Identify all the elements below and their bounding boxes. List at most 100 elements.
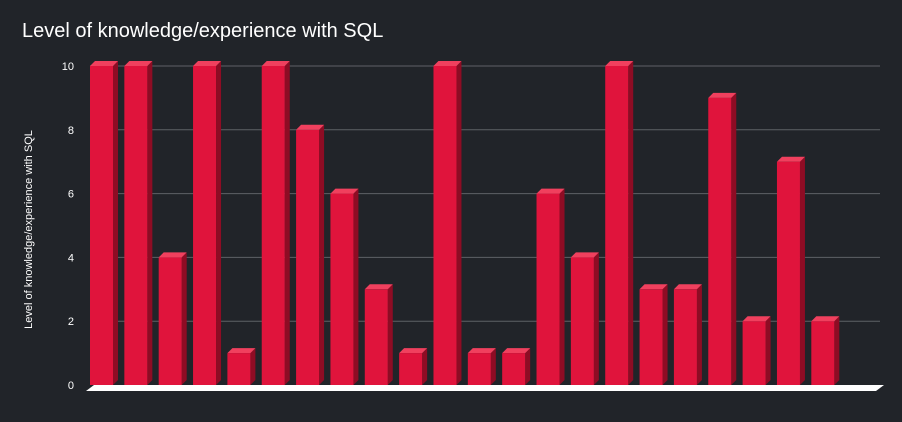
bar-side	[147, 61, 153, 385]
bar-side	[181, 252, 187, 385]
bar-top	[605, 61, 634, 66]
bar-front	[742, 321, 766, 385]
floor-plane	[86, 385, 884, 391]
bar-top	[296, 124, 325, 130]
bar-side	[319, 124, 325, 386]
bar-side	[353, 188, 359, 385]
bar-top	[536, 188, 565, 194]
bar-top	[90, 61, 118, 66]
bar-front	[467, 353, 491, 385]
bars	[90, 61, 840, 386]
bar-top	[708, 92, 737, 98]
bar-front	[399, 353, 423, 385]
bar-top	[570, 252, 599, 258]
bar-top	[811, 316, 840, 322]
bar-side	[696, 284, 702, 385]
bar-front	[227, 353, 251, 385]
bar-side	[490, 348, 496, 385]
bar	[776, 156, 805, 385]
bar-side	[113, 61, 118, 385]
bar	[330, 188, 359, 385]
bar-top	[776, 156, 805, 162]
bar-front	[639, 289, 663, 385]
bar	[90, 61, 118, 385]
bar-side	[559, 188, 565, 385]
bar-top	[467, 348, 496, 354]
bar	[467, 348, 496, 385]
bar-front	[536, 193, 560, 385]
bar-side	[593, 252, 599, 385]
bar	[605, 61, 634, 385]
bar	[708, 92, 737, 386]
bar-top	[124, 61, 153, 66]
bar-top	[193, 61, 222, 66]
bar-side	[250, 348, 256, 385]
bar-top	[639, 284, 668, 290]
bar-top	[261, 61, 290, 66]
bar-front	[433, 66, 457, 385]
bar-front	[605, 66, 629, 385]
bar	[639, 284, 668, 385]
chart-floor	[86, 385, 884, 391]
bar	[536, 188, 565, 385]
bar-front	[261, 66, 285, 385]
y-tick-label: 8	[68, 125, 74, 137]
y-tick-label: 0	[68, 380, 74, 392]
bar	[158, 252, 187, 385]
y-axis-ticks: 0 2 4 6 8 10	[62, 61, 74, 392]
bar-top	[158, 252, 187, 258]
bar-side	[525, 348, 531, 385]
bar-side	[799, 156, 805, 385]
bar-front	[811, 321, 835, 385]
y-tick-label: 10	[62, 61, 74, 73]
bar-top	[502, 348, 531, 354]
bar-top	[673, 284, 702, 290]
bar-top	[742, 316, 771, 322]
bar-top	[399, 348, 428, 354]
bar-side	[731, 92, 737, 386]
bar-top	[433, 61, 462, 66]
y-tick-label: 6	[68, 189, 74, 201]
bar	[399, 348, 428, 385]
bar-front	[708, 97, 732, 386]
bar-side	[628, 61, 634, 385]
bar-top	[330, 188, 359, 194]
bar-top	[227, 348, 256, 354]
bar-side	[422, 348, 428, 385]
bar-front	[158, 257, 182, 385]
bar-side	[216, 61, 222, 385]
bar-side	[834, 316, 840, 385]
bar-front	[364, 289, 388, 385]
bar	[227, 348, 256, 385]
bar-front	[776, 161, 800, 385]
bar-front	[502, 353, 526, 385]
bar	[433, 61, 462, 385]
bar	[742, 316, 771, 385]
bar	[673, 284, 702, 385]
bar	[261, 61, 290, 385]
bar-front	[193, 66, 217, 385]
bar-side	[284, 61, 290, 385]
bar	[570, 252, 599, 385]
y-tick-label: 2	[68, 316, 74, 328]
bar	[502, 348, 531, 385]
bar-side	[456, 61, 462, 385]
bar-side	[387, 284, 393, 385]
y-tick-label: 4	[68, 252, 74, 264]
bar-front	[673, 289, 697, 385]
bar	[296, 124, 325, 386]
bar-side	[662, 284, 668, 385]
bar-front	[124, 66, 148, 385]
bar-front	[570, 257, 594, 385]
bar	[364, 284, 393, 385]
bar-side	[765, 316, 771, 385]
bar-front	[296, 129, 320, 385]
bar	[811, 316, 840, 385]
y-axis-label: Level of knowledge/experience with SQL	[23, 130, 35, 329]
bar	[124, 61, 153, 385]
chart-title: Level of knowledge/experience with SQL	[22, 20, 384, 42]
bar	[193, 61, 222, 385]
bar-top	[364, 284, 393, 290]
bar-front	[90, 66, 113, 385]
